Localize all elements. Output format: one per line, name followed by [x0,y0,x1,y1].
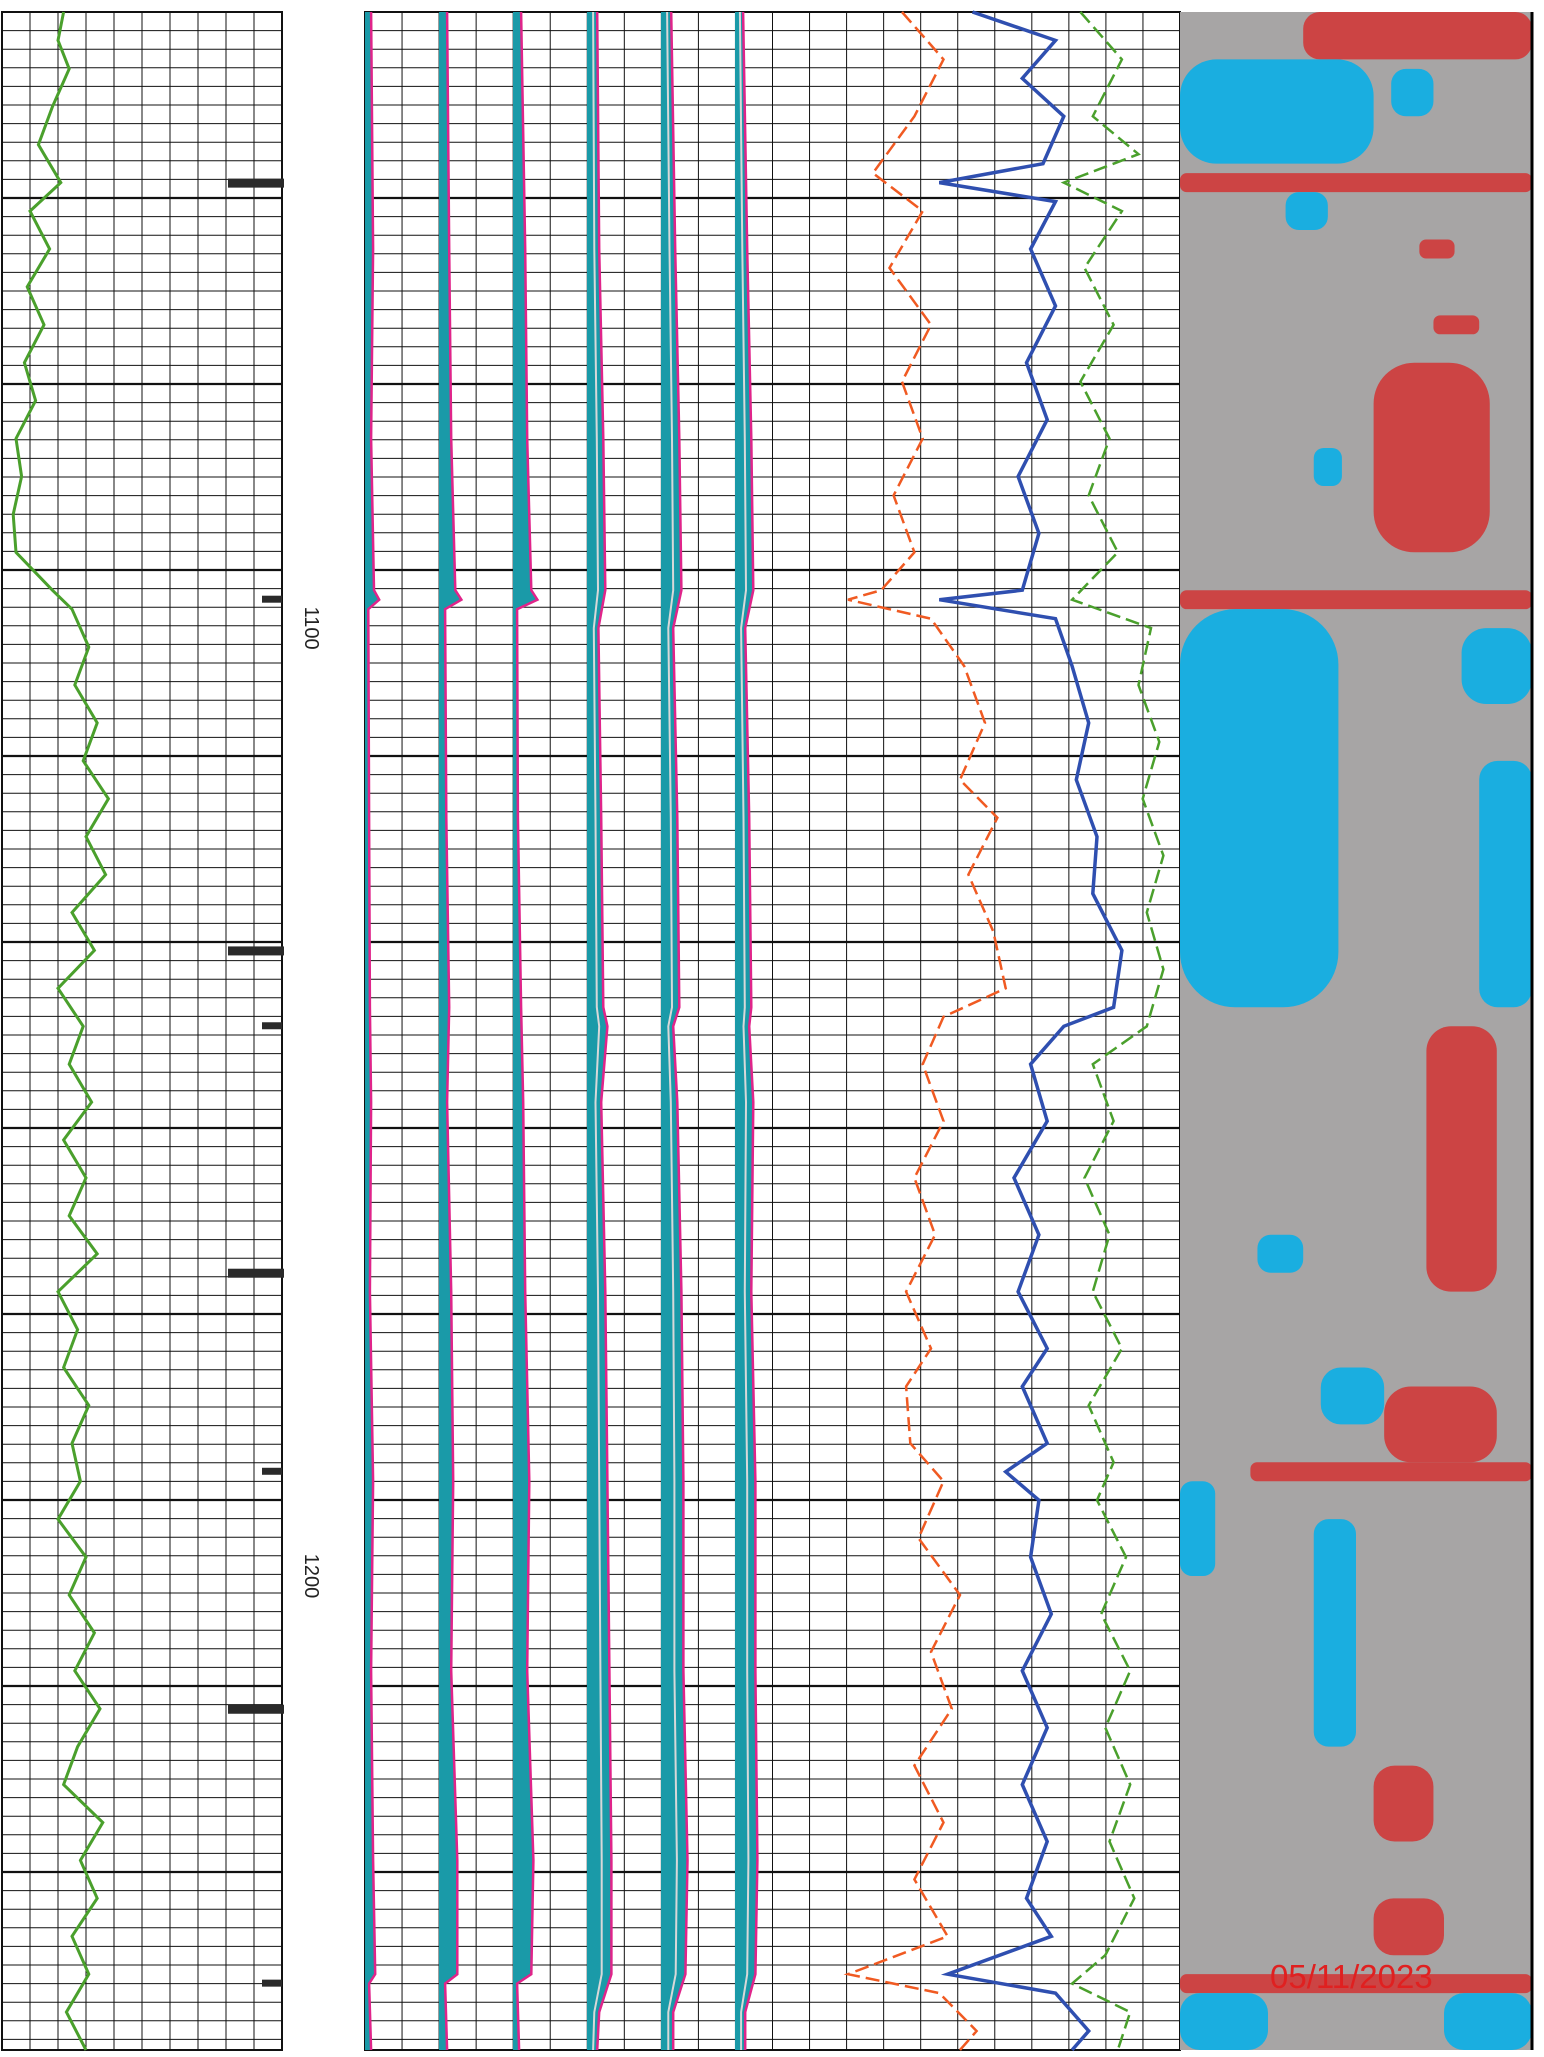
image-conductive-zone [1426,1026,1497,1292]
image-conductive-zone [1250,1462,1532,1482]
waveform-fill [439,12,462,2050]
waveform-boundary [367,11,381,2051]
track-1-curve [11,11,111,2051]
image-resistive-zone [1479,760,1532,1008]
depth-track: 1100 1200 [300,607,322,1599]
image-resistive-zone [1313,448,1342,486]
waveform-boundary [669,11,689,2050]
waveform-boundary [443,11,464,2051]
curve-green [1060,11,1165,2051]
waveform-boundary [741,11,759,2050]
resistivity-image-track [1180,12,1534,2050]
depth-marker [228,946,284,956]
curve-track-curves [843,10,1165,2052]
track-1-curve-group [11,11,111,2051]
depth-tick-label: 1200 [300,1554,322,1599]
image-conductive-zone [1180,173,1532,193]
waveform-overlay [666,11,678,2050]
depth-marker [228,1704,284,1714]
depth-marker [262,1467,282,1475]
image-conductive-zone [1384,1386,1497,1463]
track-1-grid [1,11,283,2051]
image-resistive-zone [1391,68,1434,117]
image-resistive-zone [1180,609,1339,1008]
image-resistive-zone [1313,1519,1356,1747]
waveform-overlay [738,11,750,2050]
waveform-traces [365,11,759,2051]
depth-marker [262,595,282,603]
waveform-fill [365,12,380,2050]
depth-marker [262,1022,282,1030]
waveform-fill [513,12,538,2050]
image-conductive-zone [1373,1898,1444,1956]
image-conductive-zone [1419,239,1455,259]
depth-marker [228,178,284,188]
image-resistive-zone [1285,192,1328,231]
curve-blue [938,10,1124,2052]
image-conductive-zone [1180,1974,1532,1994]
date-stamp: 05/11/2023 [1270,1958,1433,1995]
image-resistive-zone [1257,1234,1304,1273]
waveform-boundary [595,11,613,2051]
image-resistive-zone [1180,1481,1216,1577]
depth-tick-label: 1100 [300,607,322,650]
image-conductive-zone [1303,12,1532,60]
waveform-overlay [592,11,603,2051]
image-resistive-zone [1444,1993,1532,2050]
image-resistive-zone [1180,1993,1268,2050]
image-conductive-zone [1373,362,1490,553]
depth-marker [228,1268,284,1278]
waveform-fill [661,12,688,2050]
image-resistive-zone [1461,628,1532,704]
waveform-boundary [515,11,540,2051]
image-conductive-zone [1373,1765,1434,1842]
curve-red [843,11,1008,2051]
depth-markers [228,178,284,1987]
image-resistive-zone [1180,59,1374,164]
image-resistive-zone [1320,1367,1385,1425]
image-conductive-zone [1433,315,1480,335]
image-conductive-zone [1180,590,1532,610]
depth-marker [262,1979,282,1987]
